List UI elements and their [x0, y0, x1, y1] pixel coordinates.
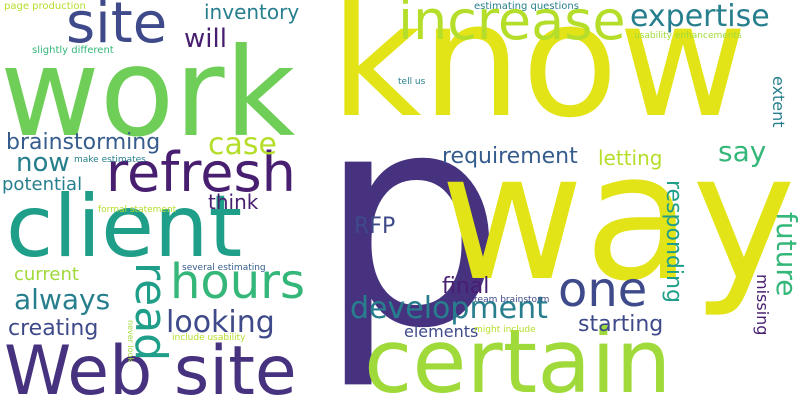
word-brainstorming: brainstorming — [6, 130, 161, 155]
word-certain: certain — [364, 310, 672, 400]
word-current: current — [14, 264, 79, 285]
word-requirement: requirement — [442, 144, 578, 169]
word-might-include: might include — [474, 325, 536, 335]
word-make-estimates: make estimates — [74, 155, 146, 165]
word-creating: creating — [8, 316, 99, 341]
word-page-production: page production — [4, 1, 86, 12]
word-slightly-different: slightly different — [32, 45, 114, 56]
word-now: now — [16, 148, 70, 178]
word-estimating-questions: estimating questions — [474, 1, 579, 12]
word-development: development — [350, 291, 548, 326]
word-future: future — [770, 212, 800, 297]
word-missing: missing — [753, 274, 772, 336]
word-will: will — [184, 24, 227, 54]
word-p: p — [318, 49, 506, 393]
word-say: say — [718, 135, 767, 168]
word-expertise: expertise — [630, 0, 770, 34]
word-hours: hours — [170, 254, 305, 310]
word-formal-statement: formal statement — [98, 205, 177, 215]
word-final: final — [442, 274, 490, 299]
word-one: one — [558, 262, 648, 318]
word-usability-enhancements: usability enhancements — [634, 31, 742, 41]
word-inventory: inventory — [204, 0, 300, 24]
word-never-look: never look — [126, 320, 135, 363]
word-letting: letting — [598, 146, 663, 170]
word-think: think — [208, 190, 259, 214]
word-extent: extent — [769, 76, 788, 128]
word-client: client — [6, 177, 243, 277]
word-increase: increase — [398, 0, 626, 52]
word-tell-us: tell us — [398, 77, 426, 87]
word-case: case — [208, 127, 277, 162]
word-include-usability: include usability — [172, 333, 246, 343]
word-responding: responding — [661, 180, 686, 303]
word-refresh: refresh — [106, 141, 296, 204]
word-site: site — [66, 0, 168, 56]
word-rfp: RFP — [354, 214, 396, 239]
word-looking: looking — [166, 305, 275, 340]
word-way: way — [440, 115, 796, 320]
word-web-site: Web site — [4, 332, 297, 400]
word-starting: starting — [578, 312, 664, 337]
word-several-estimating: several estimating — [182, 263, 266, 273]
word-know: know — [330, 0, 748, 153]
word-team-brainstorm: team brainstorm — [474, 295, 550, 305]
word-work: work — [0, 22, 296, 164]
word-always: always — [14, 283, 111, 316]
word-elements: elements — [404, 322, 479, 341]
word-potential: potential — [2, 174, 83, 195]
